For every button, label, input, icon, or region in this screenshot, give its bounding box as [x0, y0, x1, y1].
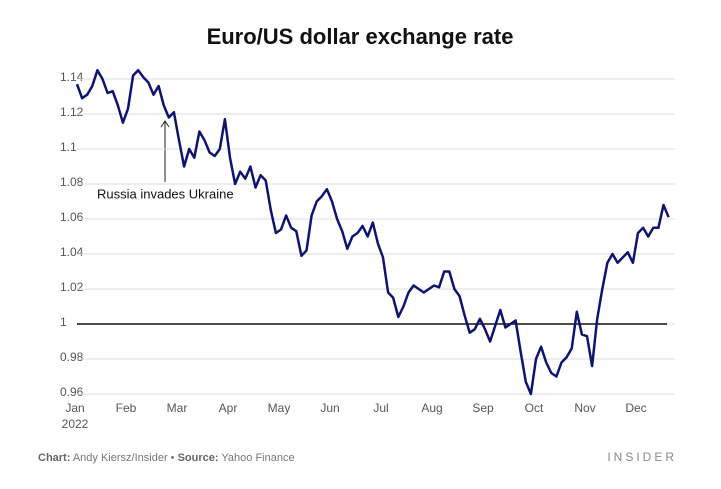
x-tick-label: Jul: [373, 401, 388, 415]
x-tick-year: 2022: [62, 417, 89, 431]
footer: Chart: Andy Kiersz/Insider • Source: Yah…: [38, 452, 295, 464]
x-tick-label: May: [268, 401, 291, 415]
credit: Andy Kiersz/Insider •: [73, 452, 175, 464]
y-tick-label: 0.96: [60, 385, 84, 399]
annotation-arrowhead: [160, 120, 170, 128]
x-tick-label: Nov: [574, 401, 595, 415]
brand: INSIDER: [607, 450, 677, 464]
x-tick-label: Sep: [472, 401, 494, 415]
x-tick-label: Aug: [421, 401, 442, 415]
source-label: Source:: [178, 452, 219, 464]
y-tick-label: 1.14: [60, 70, 84, 84]
y-tick-label: 1.06: [60, 210, 84, 224]
x-tick-label: Dec: [625, 401, 646, 415]
y-tick-label: 1: [60, 315, 67, 329]
y-tick-label: 1.12: [60, 105, 84, 119]
x-tick-label: Jan: [65, 401, 84, 415]
credit-label: Chart:: [38, 452, 70, 464]
annotation: Russia invades Ukraine: [97, 186, 234, 201]
y-tick-label: 1.02: [60, 280, 84, 294]
x-tick-label: Oct: [525, 401, 544, 415]
x-tick-label: Mar: [167, 401, 188, 415]
y-tick-label: 1.08: [60, 175, 84, 189]
chart-title: Euro/US dollar exchange rate: [207, 24, 514, 49]
x-tick-label: Feb: [116, 401, 137, 415]
x-tick-label: Jun: [320, 401, 339, 415]
x-tick-label: Apr: [219, 401, 238, 415]
y-tick-label: 0.98: [60, 350, 84, 364]
y-tick-label: 1.1: [60, 140, 77, 154]
series-line: [75, 68, 670, 396]
source: Yahoo Finance: [221, 452, 294, 464]
y-tick-label: 1.04: [60, 245, 84, 259]
